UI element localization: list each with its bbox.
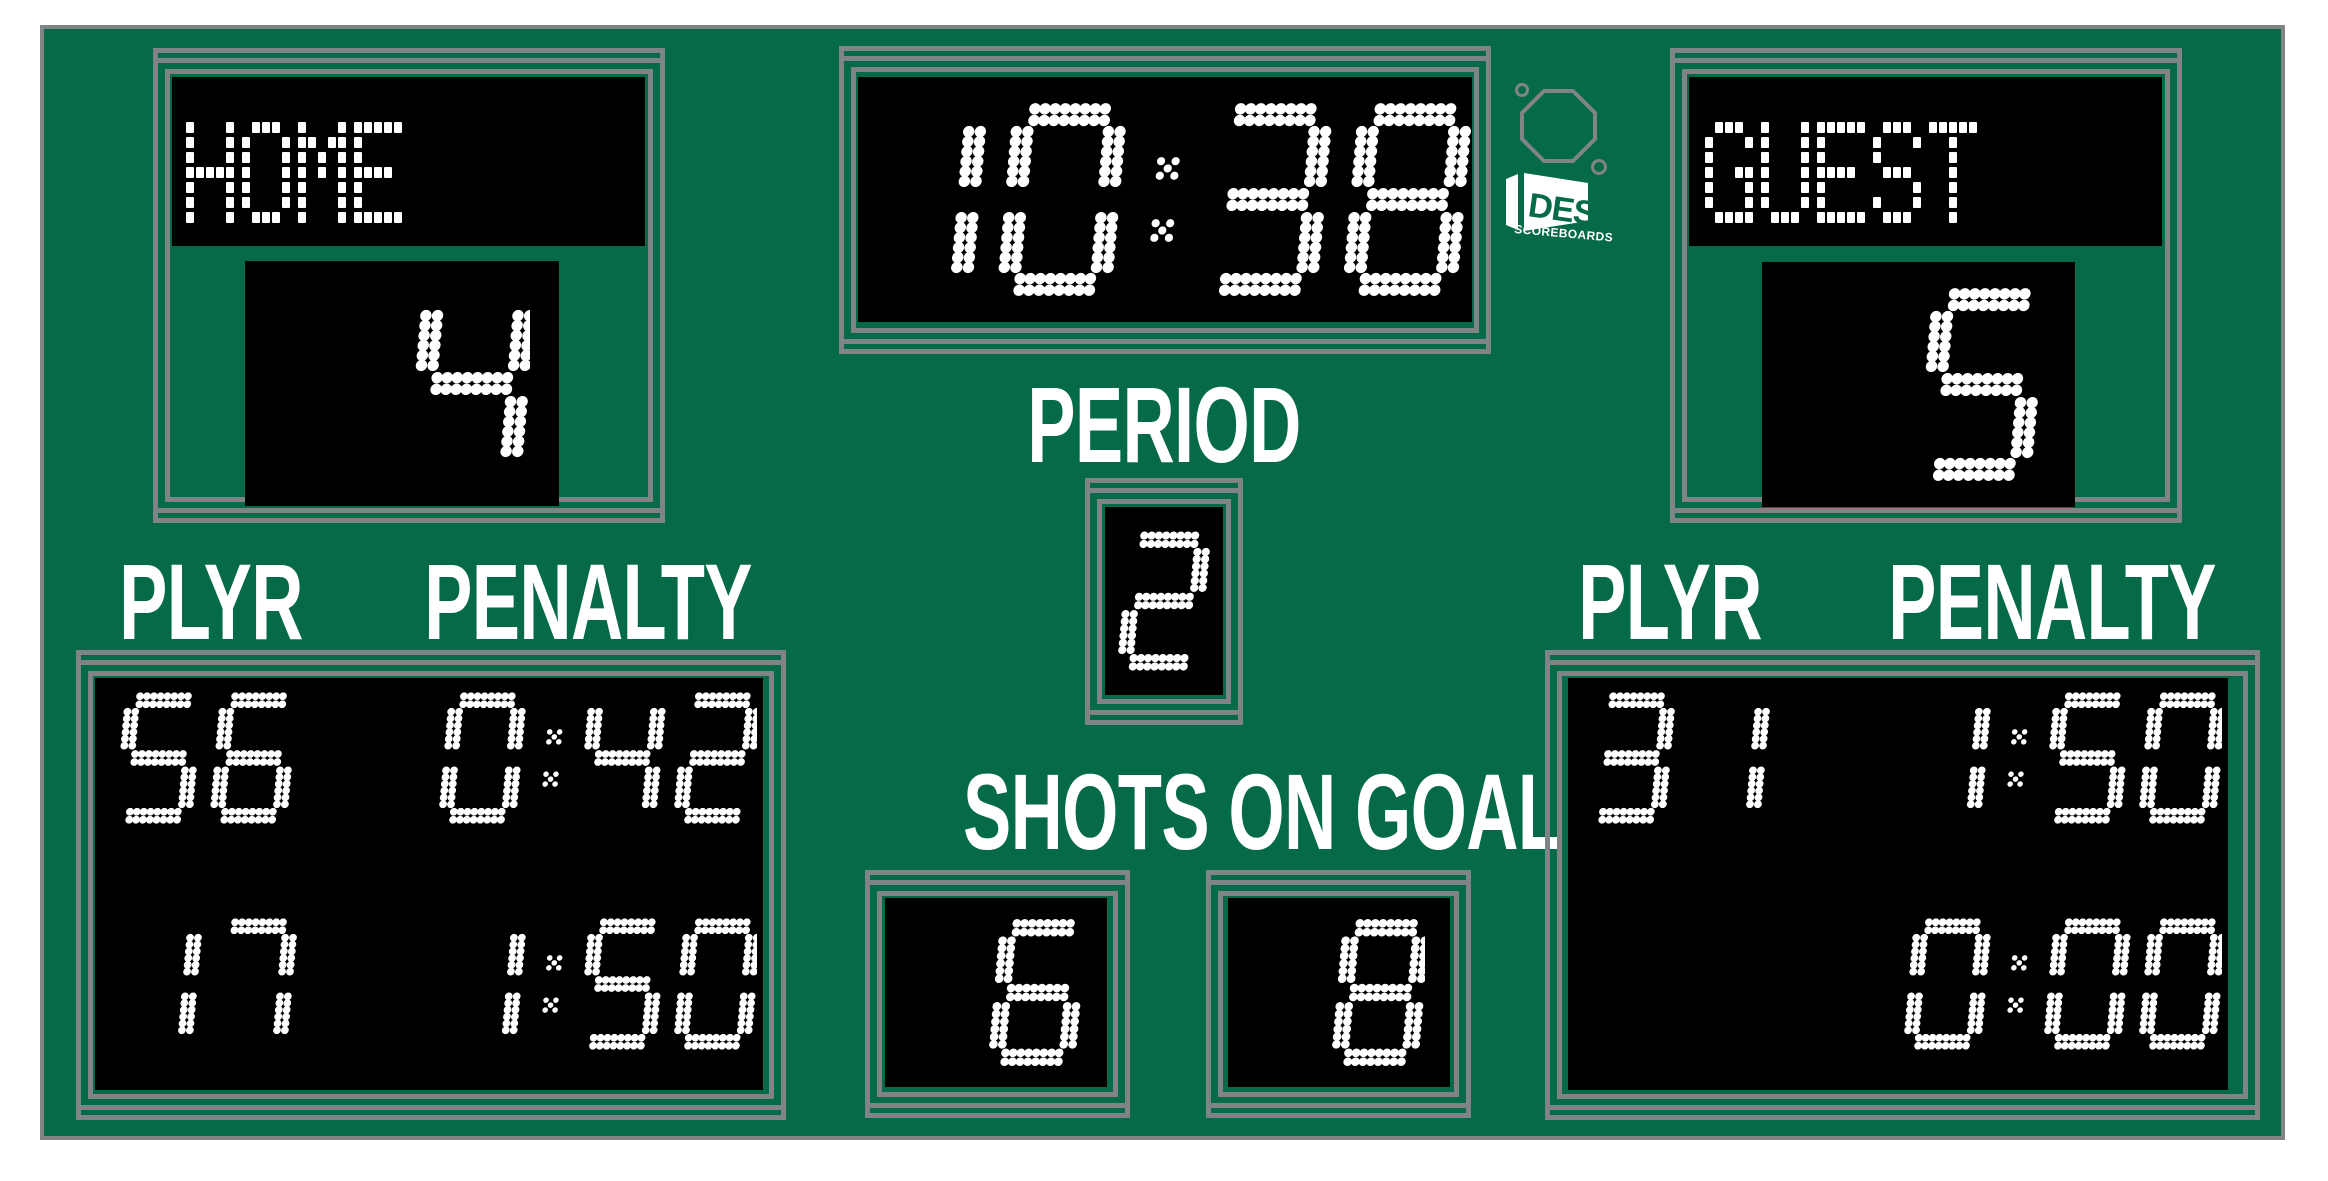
frame-line (1550, 660, 2255, 665)
frame-line (844, 339, 1486, 344)
logo-tagline-text: SCOREBOARDS (1514, 222, 1614, 245)
frame-line (1211, 880, 1466, 885)
guest-label-text (1705, 122, 2155, 223)
shots-guest-frame (1206, 870, 1471, 1118)
home-penalty2-player (119, 918, 339, 1050)
logo-bar-icon (1506, 174, 1518, 230)
guest-plyr-label: PLYR (1578, 541, 1762, 662)
frame-line (844, 56, 1486, 61)
logo-octagon-icon (1520, 89, 1597, 163)
frame-inner-line (851, 67, 1479, 333)
home-plyr-label: PLYR (119, 541, 303, 662)
home-penalty2-time (420, 918, 757, 1050)
shots-home-frame (865, 870, 1130, 1118)
guest-penalty2-time (1880, 918, 2222, 1050)
logo-box-icon (1524, 173, 1588, 231)
home-score-display (245, 261, 559, 506)
frame-line (1211, 1103, 1466, 1108)
logo-brand-text: DES (1526, 186, 1598, 233)
frame-line (1550, 1105, 2255, 1110)
home-label-display (172, 77, 645, 246)
home-score-value (245, 261, 530, 506)
period-frame (1085, 478, 1243, 725)
frame-inner-line (1097, 499, 1231, 704)
frame-inner-line (88, 671, 774, 1099)
frame-line (158, 508, 660, 513)
guest-penalty2-player (1592, 918, 1812, 1050)
home-penalty1-time (420, 692, 757, 824)
period-value (1105, 507, 1223, 695)
home-label-text (186, 122, 636, 223)
clock-value (858, 77, 1472, 322)
frame-inner-line (1218, 891, 1459, 1097)
shots-on-goal-label: SHOTS ON GOAL (963, 751, 1562, 872)
home-penalty1-player (119, 692, 339, 824)
frame-line (1675, 58, 2177, 63)
logo-mark: DES SCOREBOARDS (1506, 173, 1614, 245)
guest-score-value (1762, 262, 2040, 507)
guest-penalty1-player (1592, 692, 1812, 824)
home-penalty-frame (76, 650, 786, 1120)
logo-bolt-circle-icon (1591, 159, 1607, 175)
shots-guest-value (1228, 898, 1425, 1087)
frame-line (1090, 488, 1238, 493)
frame-line (81, 1105, 781, 1110)
frame-line (81, 660, 781, 665)
des-logo: DES SCOREBOARDS (1506, 83, 1614, 245)
guest-penalty1-time (1880, 692, 2222, 824)
frame-line (1675, 508, 2177, 513)
shots-home-value (885, 898, 1082, 1087)
frame-line (1090, 710, 1238, 715)
period-label: PERIOD (1027, 364, 1301, 485)
guest-penalty-label: PENALTY (1888, 541, 2216, 662)
frame-line (870, 880, 1125, 885)
guest-penalty-frame (1545, 650, 2260, 1120)
logo-bolt-circle-icon (1515, 83, 1529, 97)
clock-frame (839, 46, 1491, 354)
home-penalty-label: PENALTY (424, 541, 752, 662)
frame-line (870, 1103, 1125, 1108)
frame-line (158, 58, 660, 63)
frame-inner-line (877, 891, 1118, 1097)
frame-inner-line (1557, 671, 2248, 1099)
